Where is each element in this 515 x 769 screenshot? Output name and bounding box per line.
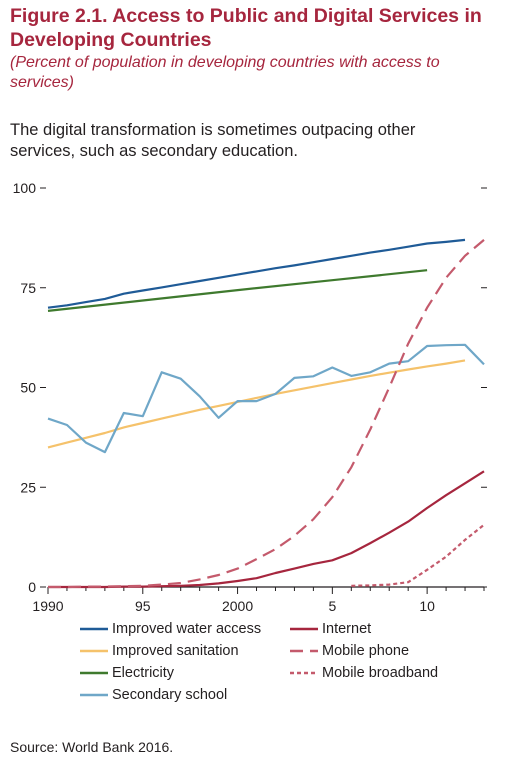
y-tick-label: 50 (20, 380, 36, 396)
legend-label: Mobile phone (322, 643, 410, 659)
legend-label: Improved water access (112, 621, 262, 637)
x-tick-label: 2000 (222, 598, 253, 614)
legend-swatch (290, 671, 318, 675)
y-tick-label: 100 (13, 180, 37, 196)
series-line-mobile-phone (48, 239, 485, 589)
series-line-improved-water-access (47, 238, 466, 309)
figure-lede: The digital transformation is sometimes … (10, 121, 416, 160)
x-tick-label: 1990 (32, 598, 63, 614)
legend-label: Electricity (112, 665, 175, 681)
legend-swatch (80, 693, 108, 697)
y-tick-label: 75 (20, 280, 36, 296)
x-tick-label: 95 (135, 598, 151, 614)
figure-subtitle: (Percent of population in developing cou… (10, 54, 440, 91)
legend-label: Secondary school (112, 687, 228, 703)
legend-label: Internet (322, 621, 372, 637)
legend-swatch (290, 627, 318, 631)
series-line-secondary-school (47, 343, 485, 454)
legend-swatch (80, 627, 108, 631)
legend-label: Mobile broadband (322, 665, 439, 681)
y-tick-label: 25 (20, 479, 36, 495)
line-chart: 0 25 50 75 100 1990 95 2000 5 10 (13, 180, 487, 614)
x-tick-label: 10 (419, 598, 435, 614)
y-tick-label: 0 (28, 579, 36, 595)
series-line-internet (48, 470, 485, 589)
source-note: Source: World Bank 2016. (10, 739, 174, 755)
legend-swatch (80, 649, 108, 653)
legend-swatch (80, 671, 108, 675)
series-line-improved-sanitation (47, 359, 466, 449)
chart-legend: Improved water access Internet Improved … (80, 618, 500, 708)
x-tick-label: 5 (328, 598, 336, 614)
legend-label: Improved sanitation (112, 643, 239, 659)
series-line-mobile-broadband (351, 523, 485, 587)
figure-title: Figure 2.1. Access to Public and Digital… (10, 5, 482, 51)
series-line-electricity (47, 269, 428, 312)
legend-swatch (290, 649, 318, 653)
